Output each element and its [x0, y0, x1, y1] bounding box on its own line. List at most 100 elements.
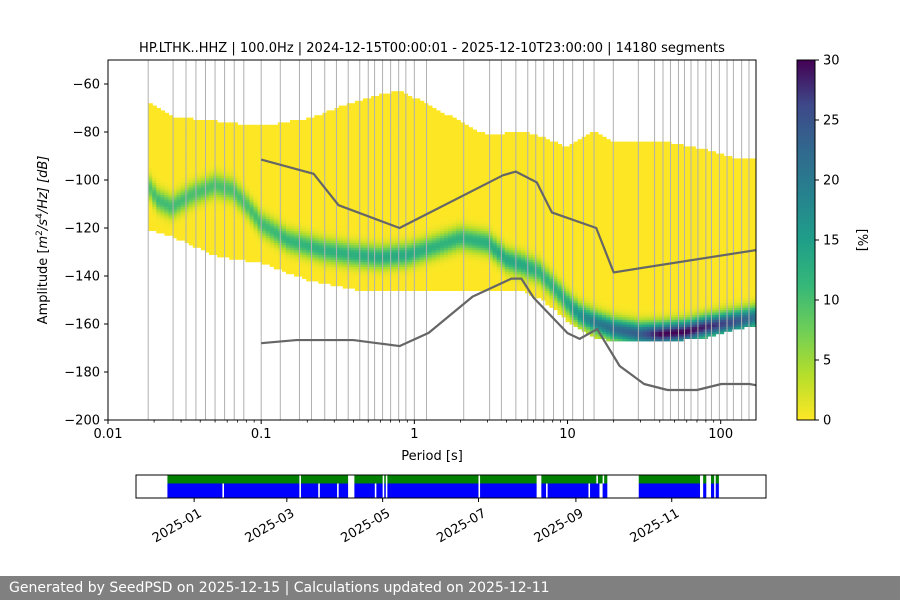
psd-cell — [346, 160, 352, 164]
psd-cell — [444, 175, 449, 179]
psd-cell — [367, 283, 372, 287]
psd-cell — [435, 285, 441, 289]
psd-cell — [160, 168, 166, 171]
psd-cell — [200, 247, 206, 251]
psd-cell — [379, 122, 384, 126]
psd-cell — [298, 256, 303, 260]
psd-cell — [371, 100, 376, 104]
psd-cell — [330, 242, 336, 246]
psd-cell — [419, 199, 425, 203]
psd-cell — [391, 201, 396, 205]
psd-cell — [318, 177, 324, 181]
psd-cell — [290, 153, 295, 157]
psd-cell — [379, 165, 384, 169]
psd-cell — [448, 211, 453, 215]
psd-cell — [338, 247, 344, 251]
psd-cell — [257, 247, 263, 251]
psd-cell — [148, 115, 153, 119]
psd-cell — [427, 144, 433, 147]
psd-cell — [415, 175, 421, 179]
psd-cell — [391, 127, 396, 131]
psd-cell — [176, 206, 182, 210]
psd-cell — [358, 252, 364, 255]
psd-cell — [253, 223, 259, 227]
psd-cell — [427, 228, 433, 231]
psd-cell — [452, 254, 457, 258]
psd-cell — [229, 254, 234, 258]
psd-cell — [172, 187, 178, 191]
psd-cell — [192, 201, 198, 205]
psd-cell — [314, 235, 319, 239]
psd-cell — [156, 163, 161, 167]
psd-cell — [294, 271, 299, 275]
psd-cell — [318, 249, 324, 253]
psd-cell — [269, 264, 275, 267]
psd-cell — [160, 230, 166, 234]
psd-cell — [257, 244, 263, 248]
psd-cell — [200, 182, 206, 186]
psd-cell — [435, 170, 441, 174]
psd-cell — [326, 237, 332, 241]
psd-cell — [431, 177, 437, 181]
psd-cell — [168, 201, 174, 205]
psd-cell — [435, 254, 441, 258]
psd-cell — [439, 141, 445, 145]
psd-cell — [184, 153, 190, 157]
psd-cell — [387, 232, 392, 236]
psd-cell — [342, 177, 348, 181]
psd-cell — [285, 122, 291, 126]
psd-cell — [188, 156, 194, 159]
psd-cell — [261, 259, 267, 263]
psd-cell — [281, 228, 287, 231]
psd-cell — [188, 199, 194, 203]
psd-cell — [168, 170, 174, 174]
psd-cell — [342, 242, 348, 246]
psd-cell — [261, 194, 267, 198]
psd-cell — [192, 139, 198, 143]
psd-cell — [391, 211, 396, 215]
psd-cell — [245, 235, 251, 239]
psd-cell — [233, 180, 238, 183]
psd-cell — [419, 172, 425, 176]
psd-cell — [358, 276, 364, 279]
psd-cell — [188, 124, 194, 128]
psd-cell — [281, 141, 287, 145]
psd-cell — [156, 196, 161, 200]
psd-cell — [419, 259, 425, 263]
psd-cell — [269, 165, 275, 169]
psd-cell — [326, 120, 332, 123]
psd-cell — [204, 168, 210, 171]
psd-cell — [180, 196, 186, 200]
psd-cell — [439, 223, 445, 227]
psd-cell — [395, 204, 401, 207]
psd-cell — [217, 242, 222, 246]
psd-cell — [285, 201, 291, 205]
psd-cell — [168, 153, 174, 157]
psd-cell — [237, 127, 242, 131]
psd-cell — [273, 230, 279, 234]
psd-cell — [261, 225, 267, 229]
psd-cell — [180, 141, 186, 145]
psd-cell — [176, 148, 182, 152]
psd-cell — [152, 158, 157, 162]
psd-cell — [249, 199, 255, 203]
psd-cell — [294, 172, 299, 176]
psd-cell — [172, 151, 178, 155]
psd-cell — [435, 192, 441, 195]
psd-cell — [152, 204, 157, 207]
psd-cell — [367, 144, 372, 147]
psd-cell — [395, 213, 401, 217]
psd-cell — [362, 216, 368, 219]
psd-cell — [448, 276, 453, 279]
psd-cell — [318, 127, 324, 131]
psd-cell — [298, 271, 303, 275]
psd-cell — [326, 187, 332, 191]
psd-cell — [362, 211, 368, 215]
psd-cell — [338, 110, 344, 114]
psd-cell — [294, 124, 299, 128]
psd-cell — [379, 120, 384, 123]
psd-cell — [358, 144, 364, 147]
psd-cell — [371, 271, 376, 275]
psd-cell — [253, 124, 259, 128]
psd-cell — [375, 220, 380, 224]
